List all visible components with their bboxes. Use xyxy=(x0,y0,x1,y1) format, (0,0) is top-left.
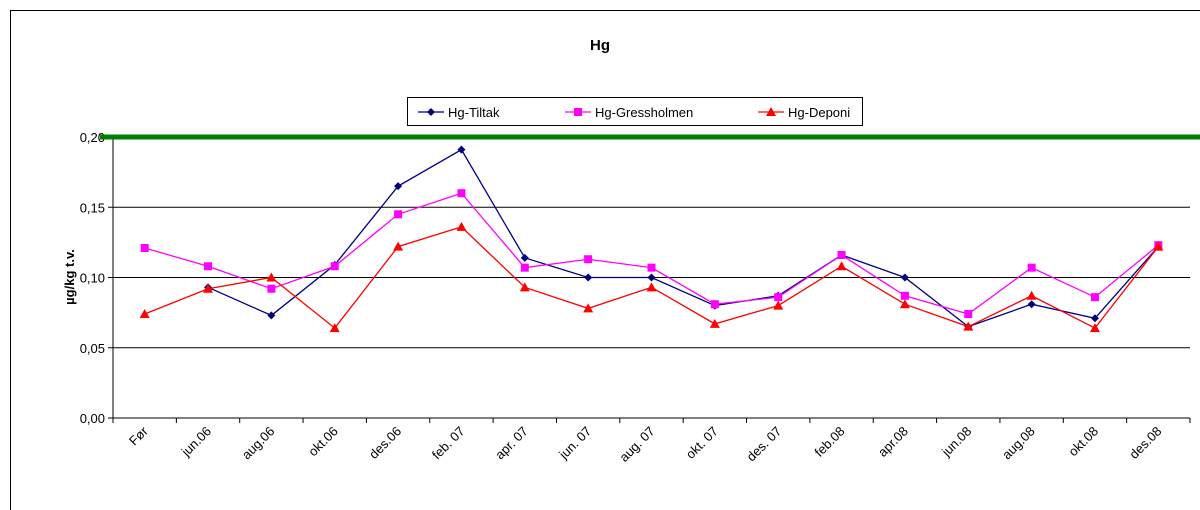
y-tick-label: 0,10 xyxy=(80,271,105,286)
marker xyxy=(900,291,909,300)
marker xyxy=(330,262,339,271)
y-tick-label: 0,05 xyxy=(80,341,105,356)
marker xyxy=(1090,314,1099,323)
marker xyxy=(836,261,847,271)
marker xyxy=(1089,323,1100,333)
marker xyxy=(266,272,277,282)
marker xyxy=(1090,293,1099,302)
marker xyxy=(646,282,657,292)
legend-marker xyxy=(766,107,776,116)
marker xyxy=(329,323,340,333)
marker xyxy=(267,284,276,293)
y-tick-label: 0,00 xyxy=(80,411,105,426)
marker xyxy=(393,241,404,251)
legend-marker xyxy=(427,108,435,116)
y-axis-label: µg/kg t.v. xyxy=(62,249,77,305)
marker xyxy=(583,303,594,313)
marker xyxy=(774,293,783,302)
legend-label: Hg-Gressholmen xyxy=(595,105,693,120)
marker xyxy=(584,255,593,264)
marker xyxy=(203,283,214,293)
legend-marker xyxy=(574,108,582,116)
legend xyxy=(407,97,863,126)
marker xyxy=(519,282,530,292)
marker xyxy=(647,263,656,272)
marker xyxy=(709,318,720,328)
marker xyxy=(456,221,467,231)
marker xyxy=(647,273,656,282)
legend-label: Hg-Tiltak xyxy=(448,105,500,120)
chart-frame xyxy=(10,10,1200,510)
marker xyxy=(1153,241,1164,251)
marker xyxy=(584,273,593,282)
marker xyxy=(773,300,784,310)
marker xyxy=(837,251,846,260)
y-tick-label: 0,20 xyxy=(80,130,105,145)
marker xyxy=(899,299,910,309)
marker xyxy=(1027,300,1036,309)
series-line xyxy=(207,148,1159,328)
marker xyxy=(520,253,529,262)
marker xyxy=(1027,263,1036,272)
marker xyxy=(204,262,213,271)
marker xyxy=(140,243,149,252)
marker xyxy=(1026,290,1037,300)
marker xyxy=(963,321,974,331)
marker xyxy=(139,309,150,319)
marker xyxy=(267,311,276,320)
marker xyxy=(394,210,403,219)
marker xyxy=(394,182,403,191)
marker xyxy=(457,189,466,198)
marker xyxy=(710,300,719,309)
y-tick-label: 0,15 xyxy=(80,200,105,215)
marker xyxy=(900,273,909,282)
marker xyxy=(520,263,529,272)
legend-label: Hg-Deponi xyxy=(788,105,850,120)
chart-title: Hg xyxy=(590,37,610,54)
marker xyxy=(457,145,466,154)
marker xyxy=(964,310,973,319)
